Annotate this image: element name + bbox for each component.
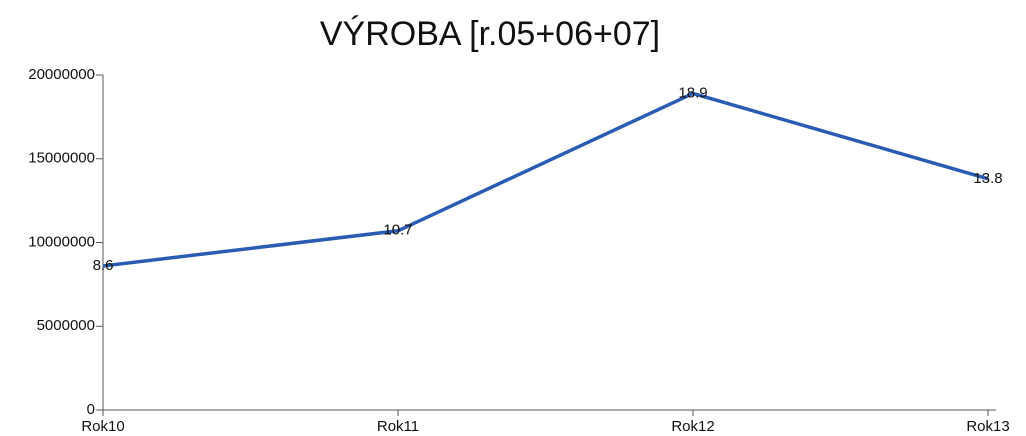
data-line — [102, 91, 989, 268]
chart-title: VÝROBA [r.05+06+07] — [320, 15, 660, 53]
y-tick-label: 20000000 — [28, 66, 95, 83]
data-label: 18.9 — [678, 84, 707, 101]
y-tick-label: 15000000 — [28, 150, 95, 167]
data-label: 10.7 — [383, 222, 412, 239]
y-tick-label: 5000000 — [37, 317, 95, 334]
data-label: 13.8 — [973, 170, 1002, 187]
x-tick-label: Rok10 — [81, 418, 124, 435]
x-tick-label: Rok11 — [377, 418, 419, 435]
y-tick-label: 0 — [87, 401, 95, 418]
y-tick-label: 10000000 — [28, 233, 95, 250]
data-label: 8.6 — [93, 257, 114, 274]
x-tick-label: Rok12 — [671, 418, 714, 435]
x-tick-label: Rok13 — [966, 418, 1009, 435]
